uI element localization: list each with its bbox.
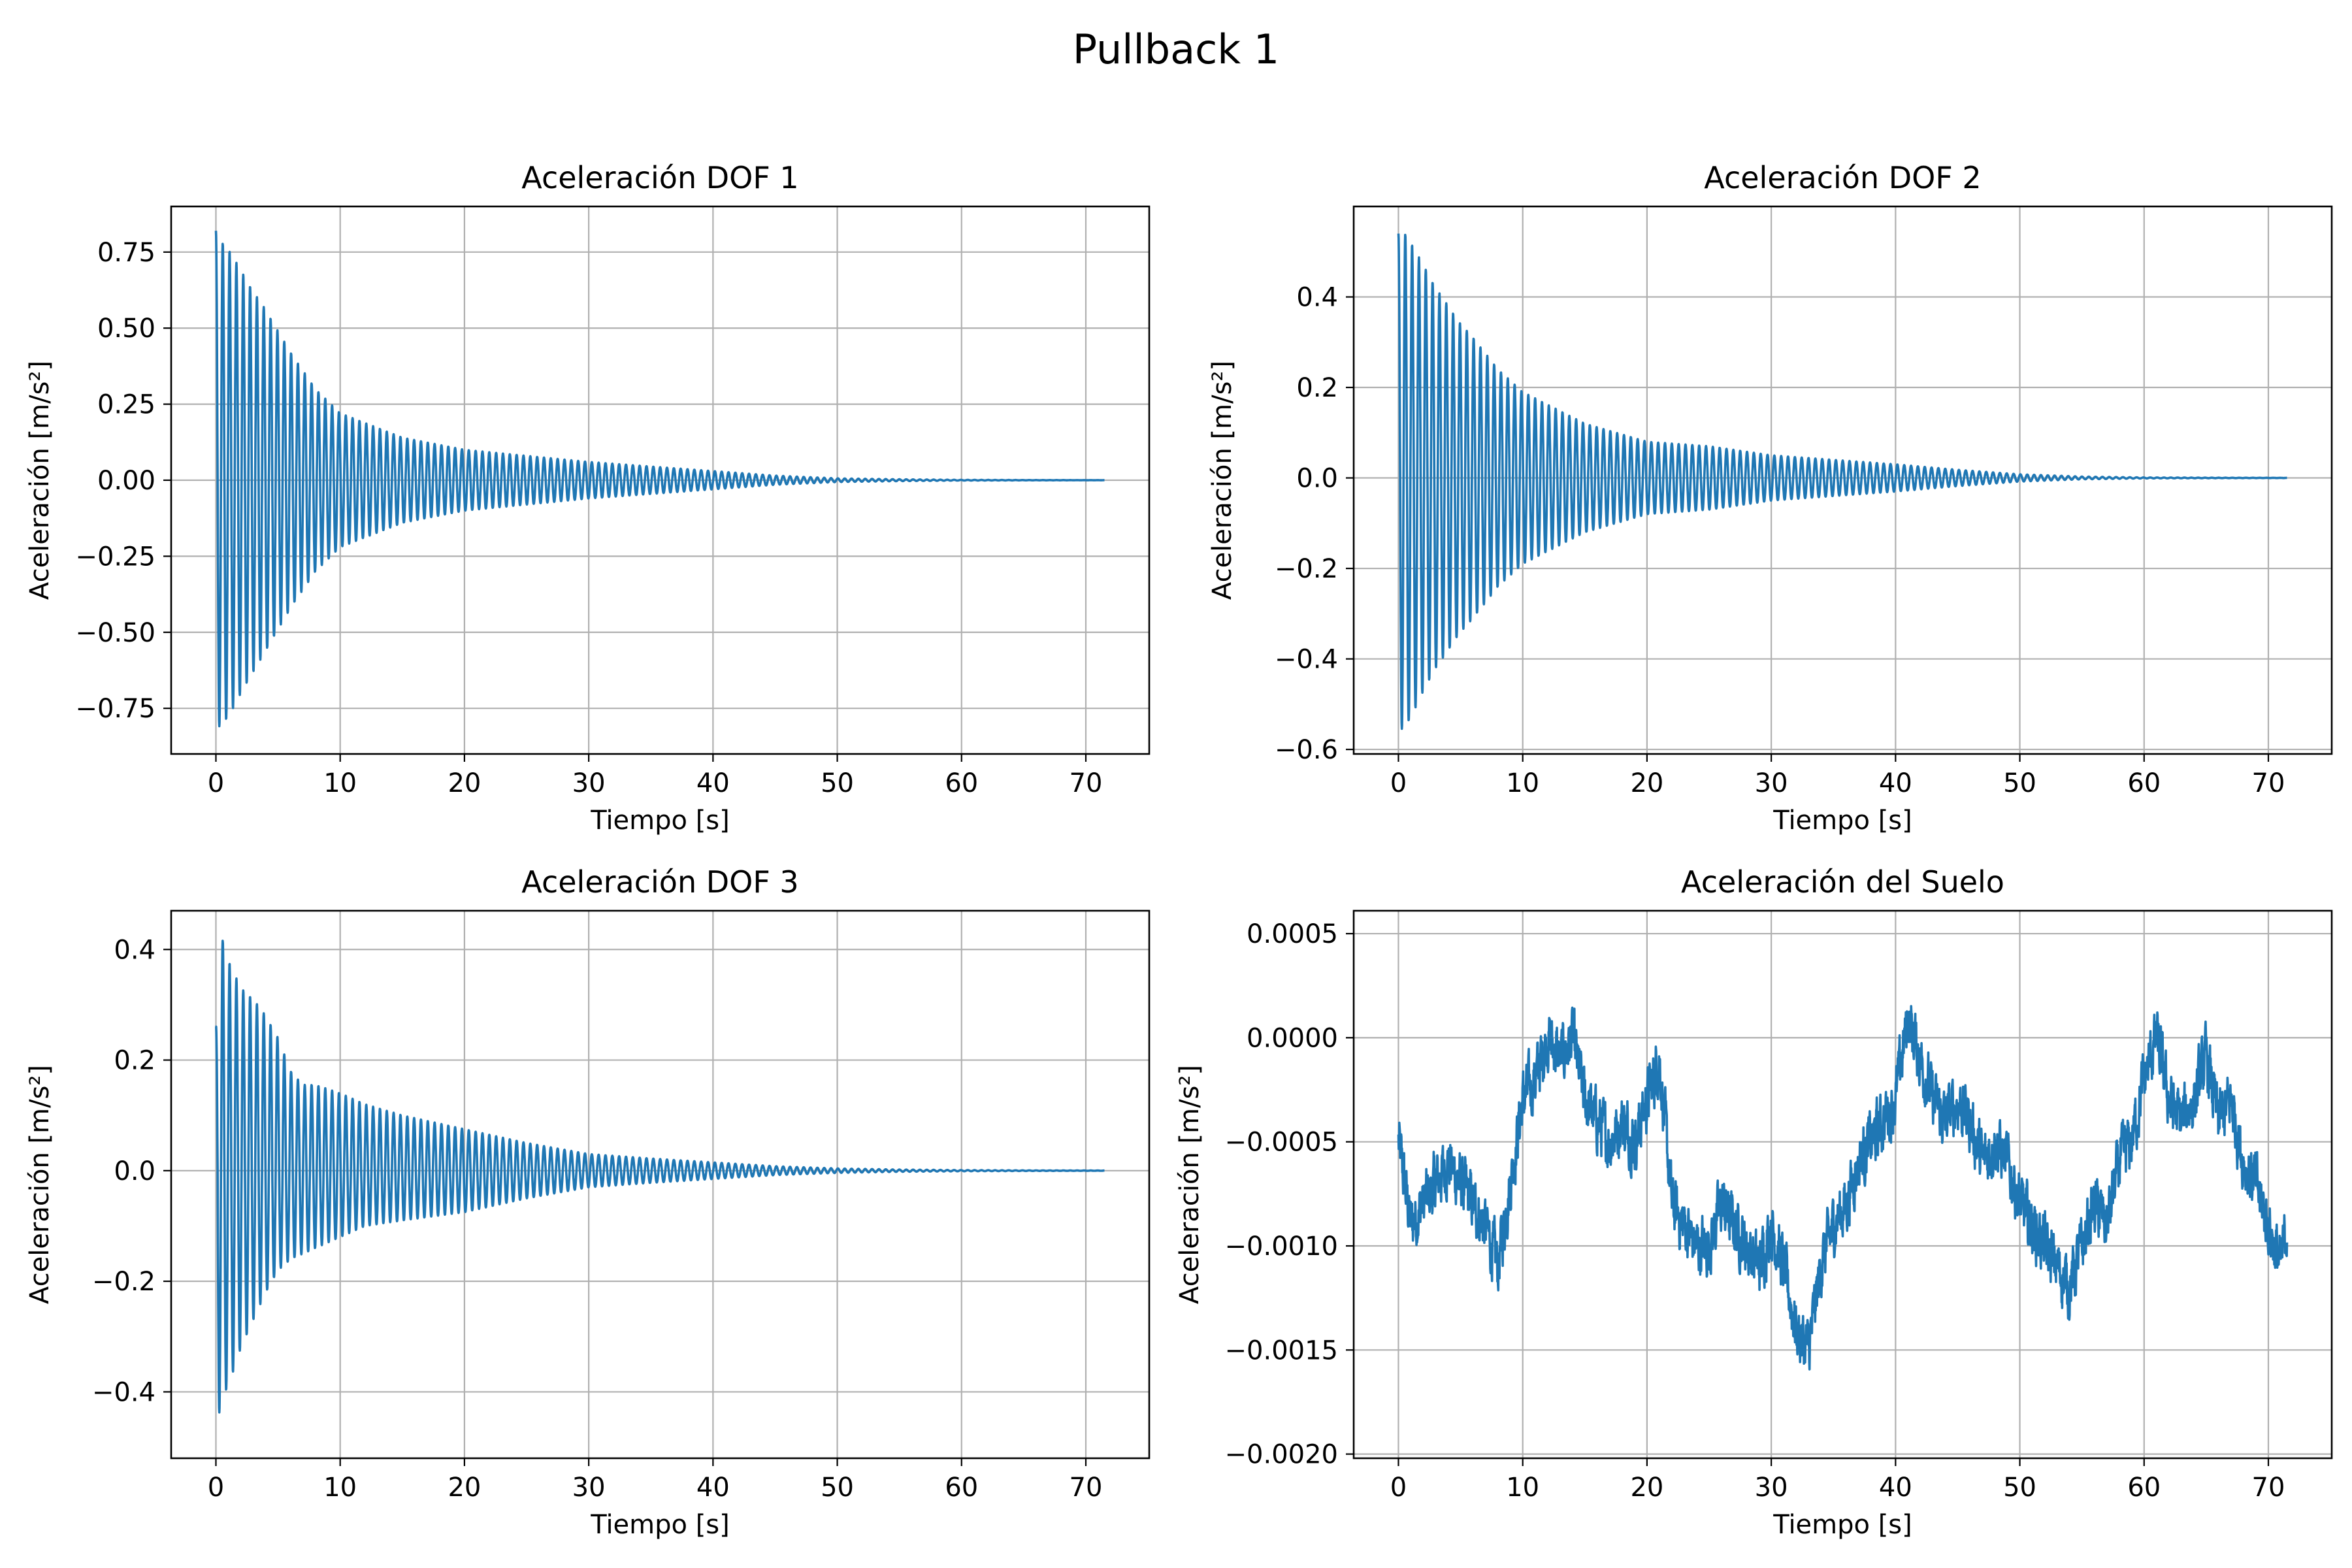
x-tick-label: 10	[1506, 1473, 1539, 1503]
subplot-title: Aceleración DOF 1	[521, 160, 798, 195]
x-axis-label: Tiempo [s]	[1772, 806, 1912, 836]
subplot-title: Aceleración del Suelo	[1681, 864, 2004, 900]
y-axis-label: Aceleración [m/s²]	[25, 361, 55, 600]
subplot-4: 0 10 20 30 40 50 60 70 −0.0020 −0.0015 −0.0010 −0.0…	[1175, 864, 2333, 1540]
x-tick-label: 20	[448, 1473, 481, 1503]
x-tick-label: 40	[1879, 1473, 1912, 1503]
x-tick-label: 50	[821, 768, 854, 798]
y-tick-label: 0.4	[114, 935, 155, 965]
x-tick-label: 70	[1070, 768, 1103, 798]
axes-frame	[170, 909, 1151, 1460]
x-tick-label: 20	[448, 768, 481, 798]
x-tick-label: 50	[2003, 768, 2036, 798]
subplot-title: Aceleración DOF 3	[521, 864, 798, 900]
axes-frame	[1352, 205, 2333, 755]
y-tick-label: −0.0020	[1225, 1440, 1338, 1470]
y-axis-label: Aceleración [m/s²]	[1207, 361, 1237, 600]
y-tick-label: 0.75	[97, 238, 155, 268]
y-tick-label: −0.0015	[1225, 1335, 1338, 1365]
figure-title: Pullback 1	[1073, 25, 1280, 73]
x-tick-label: 10	[323, 768, 357, 798]
subplot-title: Aceleración DOF 2	[1704, 160, 1981, 195]
y-axis-label: Aceleración [m/s²]	[1175, 1065, 1205, 1304]
x-tick-label: 30	[572, 1473, 606, 1503]
y-tick-label: 0.0	[1296, 464, 1338, 494]
x-tick-label: 70	[2252, 1473, 2285, 1503]
series-line	[1397, 233, 2288, 730]
x-tick-label: 0	[208, 1473, 224, 1503]
y-tick-label: 0.25	[97, 390, 155, 420]
y-tick-label: 0.0	[114, 1156, 155, 1186]
y-tick-label: 0.0005	[1247, 919, 1338, 949]
y-tick-label: −0.6	[1275, 735, 1338, 765]
y-tick-label: −0.2	[92, 1267, 155, 1297]
x-tick-label: 20	[1630, 768, 1663, 798]
x-tick-label: 50	[2003, 1473, 2036, 1503]
x-tick-label: 60	[945, 768, 978, 798]
y-tick-label: 0.2	[1296, 373, 1338, 403]
x-tick-label: 10	[323, 1473, 357, 1503]
x-tick-label: 0	[208, 768, 224, 798]
x-axis-label: Tiempo [s]	[1772, 1510, 1912, 1540]
y-tick-label: −0.2	[1275, 554, 1338, 584]
x-axis-label: Tiempo [s]	[590, 1510, 730, 1540]
x-tick-label: 40	[696, 1473, 730, 1503]
y-tick-label: −0.25	[75, 542, 155, 572]
x-tick-label: 60	[2127, 768, 2161, 798]
y-tick-label: −0.0010	[1225, 1232, 1338, 1262]
x-tick-label: 10	[1506, 768, 1539, 798]
y-tick-label: 0.50	[97, 314, 155, 344]
x-tick-label: 60	[2127, 1473, 2161, 1503]
y-tick-label: −0.75	[75, 694, 155, 724]
series-line	[214, 939, 1105, 1414]
y-tick-label: −0.50	[75, 618, 155, 648]
x-tick-label: 30	[1755, 768, 1788, 798]
x-axis-label: Tiempo [s]	[590, 806, 730, 836]
series-line	[214, 231, 1105, 728]
x-tick-label: 0	[1390, 1473, 1407, 1503]
y-tick-label: 0.2	[114, 1046, 155, 1076]
subplot-2: 0 10 20 30 40 50 60 70 −0.6 −0.4 −0.2 0.0 0.2 0.4 Acel…	[1207, 160, 2333, 836]
y-tick-label: −0.0005	[1225, 1128, 1338, 1158]
x-tick-label: 60	[945, 1473, 978, 1503]
axes-frame	[1352, 909, 2333, 1460]
y-tick-label: 0.4	[1296, 283, 1338, 313]
subplot-3: 0 10 20 30 40 50 60 70 −0.4 −0.2 0.0 0.2 0.4 Acelerac…	[25, 864, 1151, 1540]
y-tick-label: 0.00	[97, 466, 155, 496]
x-tick-label: 70	[2252, 768, 2285, 798]
x-tick-label: 50	[821, 1473, 854, 1503]
y-axis-label: Aceleración [m/s²]	[25, 1065, 55, 1304]
subplot-1: 0 10 20 30 40 50 60 70 −0.75 −0.50 −0.25 0.00 0.25 0.…	[25, 160, 1151, 836]
x-tick-label: 30	[572, 768, 606, 798]
y-tick-label: −0.4	[1275, 645, 1338, 675]
y-tick-label: 0.0000	[1247, 1023, 1338, 1053]
series-line	[1397, 1005, 2289, 1371]
x-tick-label: 40	[1879, 768, 1912, 798]
x-tick-label: 20	[1630, 1473, 1663, 1503]
x-tick-label: 0	[1390, 768, 1407, 798]
y-tick-label: −0.4	[92, 1377, 155, 1407]
subplot-grid: 0 10 20 30 40 50 60 70−0.75−0.50−0.250.000.250.…	[25, 160, 2333, 1540]
x-tick-label: 30	[1755, 1473, 1788, 1503]
x-tick-label: 40	[696, 768, 730, 798]
x-tick-label: 70	[1070, 1473, 1103, 1503]
